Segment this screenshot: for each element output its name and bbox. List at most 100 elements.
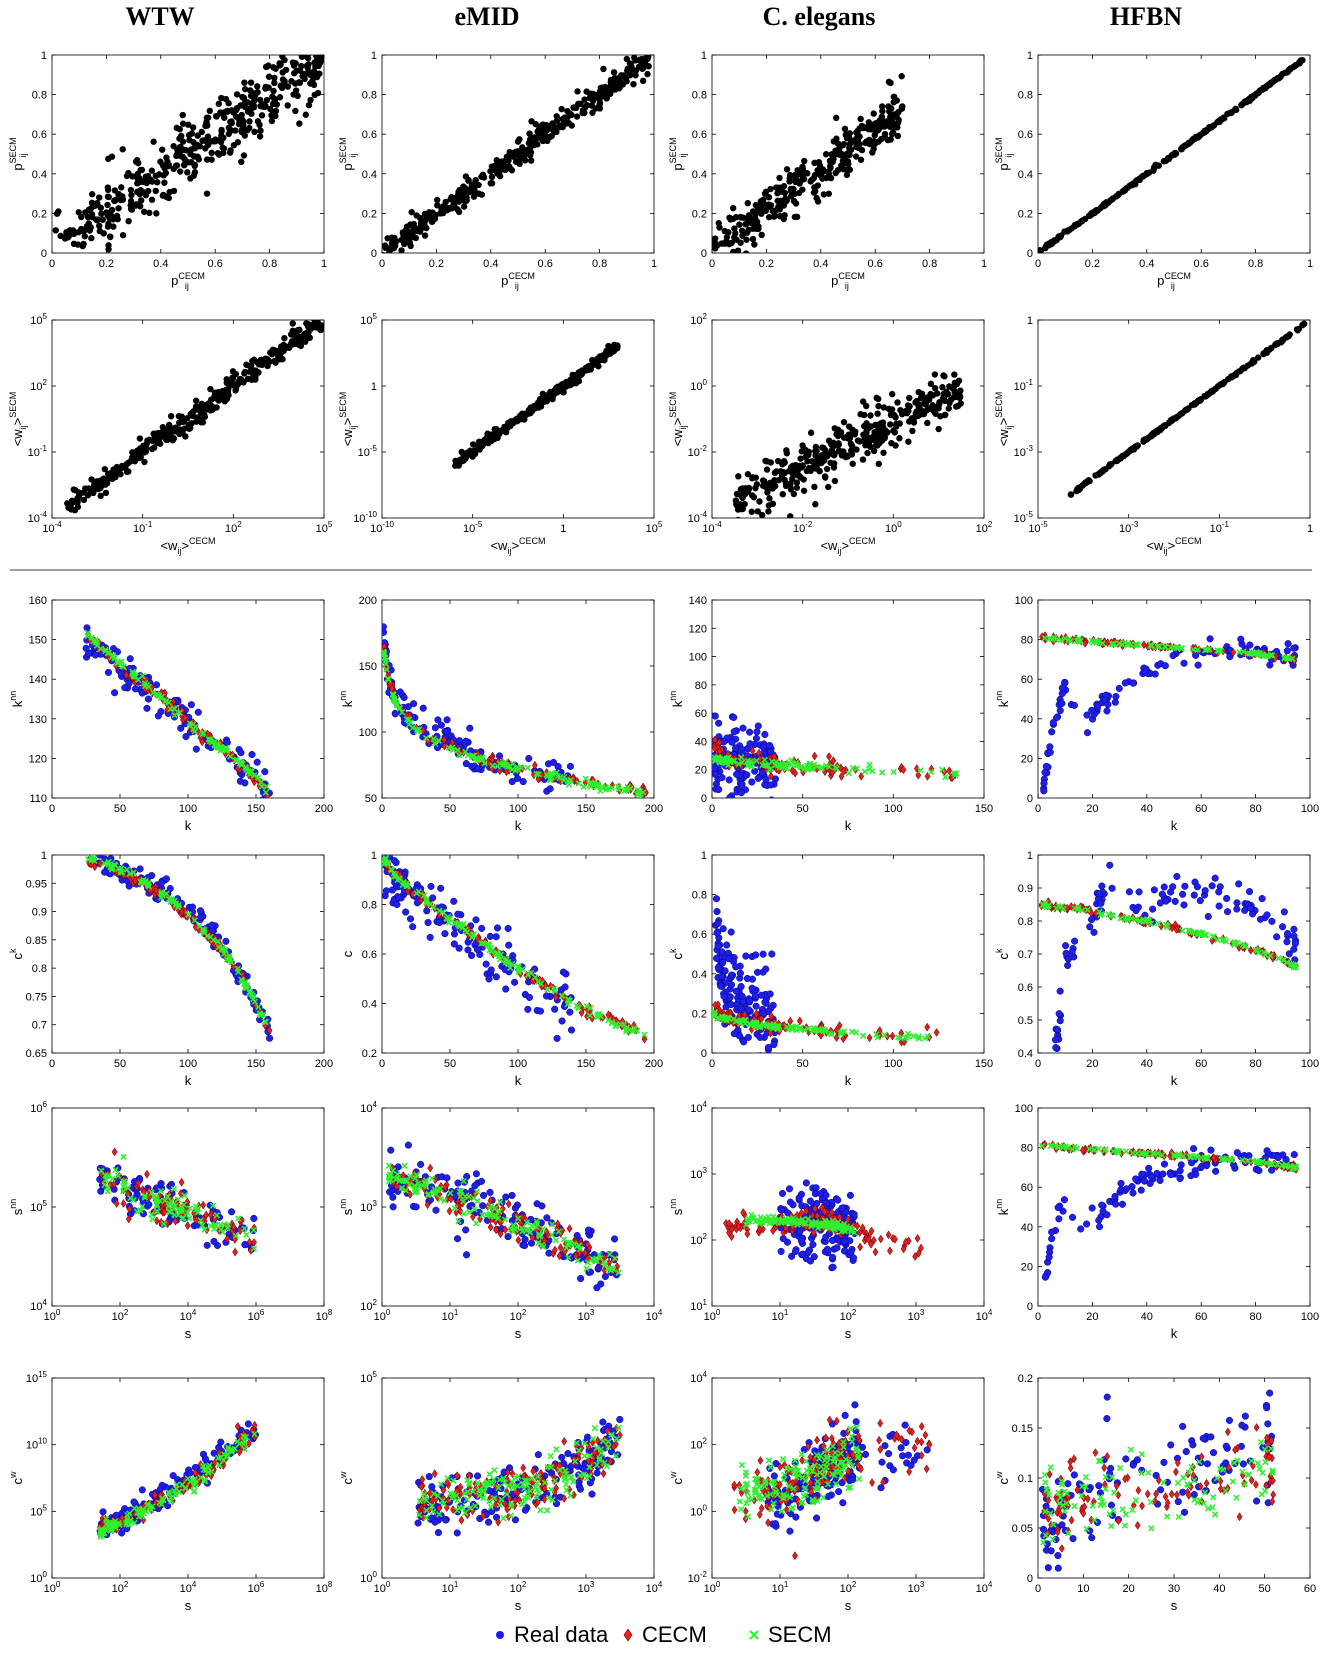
real-data-point bbox=[208, 921, 216, 929]
data-point bbox=[582, 366, 589, 374]
data-point bbox=[611, 345, 618, 353]
secm-point bbox=[598, 783, 606, 790]
real-data-point bbox=[492, 973, 500, 981]
x-axis-label: pCECM ij bbox=[171, 271, 205, 291]
data-point bbox=[192, 397, 200, 404]
data-point bbox=[263, 96, 271, 104]
y-axis-label: pSECMij bbox=[8, 137, 28, 170]
data-point bbox=[765, 194, 773, 201]
data-point bbox=[840, 418, 848, 426]
data-point bbox=[818, 452, 825, 459]
y-tick-label: 120 bbox=[29, 753, 47, 765]
x-axis-label: pCECM ij bbox=[501, 271, 535, 291]
data-point bbox=[887, 411, 895, 419]
y-tick-label: 1 bbox=[1027, 315, 1033, 327]
real-data-point bbox=[759, 743, 767, 751]
y-tick-label: 105 bbox=[360, 312, 377, 327]
secm-point bbox=[243, 982, 251, 989]
secm-point bbox=[391, 695, 398, 702]
data-point bbox=[751, 241, 758, 248]
y-tick-label: 0.8 bbox=[692, 90, 707, 102]
x-axis-label: k bbox=[845, 818, 852, 833]
data-point bbox=[80, 489, 88, 496]
secm-point bbox=[512, 767, 519, 774]
real-data-point bbox=[455, 944, 463, 952]
data-point bbox=[153, 210, 160, 217]
secm-point bbox=[551, 987, 558, 994]
data-point bbox=[87, 224, 94, 231]
data-point bbox=[75, 209, 82, 216]
data-point bbox=[800, 487, 808, 494]
real-data-point bbox=[196, 907, 204, 915]
data-point bbox=[648, 44, 654, 50]
data-markers bbox=[712, 712, 960, 798]
x-tick-label: 50 bbox=[444, 803, 456, 815]
data-point bbox=[791, 171, 799, 179]
data-point bbox=[104, 201, 111, 209]
data-point bbox=[716, 262, 722, 268]
real-data-point bbox=[542, 992, 551, 1000]
data-markers bbox=[1039, 631, 1299, 795]
cecm-point bbox=[266, 1025, 273, 1035]
data-point bbox=[471, 190, 478, 198]
data-point bbox=[739, 529, 745, 535]
secm-point bbox=[101, 860, 108, 867]
data-point bbox=[789, 475, 796, 483]
real-data-point bbox=[136, 865, 144, 873]
real-data-point bbox=[450, 940, 458, 948]
data-point bbox=[222, 386, 229, 394]
cecm-point bbox=[915, 770, 922, 780]
cecm-point bbox=[503, 767, 510, 777]
data-point bbox=[799, 176, 806, 183]
data-point bbox=[1272, 341, 1279, 349]
y-axis-label: ck bbox=[8, 948, 25, 960]
y-axis-label: knn bbox=[338, 691, 355, 708]
data-point bbox=[737, 486, 745, 493]
data-point bbox=[924, 419, 931, 427]
data-point bbox=[305, 101, 313, 109]
data-point bbox=[827, 459, 834, 466]
real-data-point bbox=[525, 993, 534, 1002]
data-point bbox=[226, 149, 234, 156]
data-point bbox=[478, 191, 486, 198]
data-point bbox=[279, 346, 287, 353]
secm-point bbox=[238, 976, 245, 983]
y-axis-label: pSECMij bbox=[668, 137, 688, 170]
data-point bbox=[97, 484, 104, 492]
secm-point bbox=[192, 723, 199, 731]
data-point bbox=[1155, 162, 1163, 169]
data-point bbox=[631, 55, 638, 61]
data-point bbox=[905, 438, 912, 445]
real-data-point bbox=[131, 685, 139, 693]
secm-point bbox=[238, 760, 245, 767]
cecm-point bbox=[826, 752, 832, 761]
x-tick-label: 100 bbox=[1301, 803, 1319, 815]
real-data-point bbox=[754, 722, 762, 730]
data-point bbox=[852, 428, 859, 435]
data-point bbox=[732, 526, 738, 532]
real-data-point bbox=[1042, 762, 1050, 771]
secm-point bbox=[1203, 646, 1211, 653]
real-data-point bbox=[466, 724, 474, 732]
data-point bbox=[840, 160, 848, 167]
real-data-point bbox=[1284, 640, 1292, 648]
y-tick-label: 0.95 bbox=[26, 878, 47, 890]
data-point bbox=[197, 409, 205, 416]
data-point bbox=[270, 87, 277, 95]
x-tick-label: 0.6 bbox=[208, 258, 223, 270]
data-point bbox=[279, 69, 286, 76]
data-point bbox=[74, 253, 80, 259]
data-point bbox=[88, 191, 96, 198]
data-markers bbox=[64, 320, 324, 514]
data-point bbox=[733, 236, 740, 243]
data-point bbox=[602, 83, 609, 91]
real-data-point bbox=[194, 708, 202, 716]
secm-point bbox=[130, 671, 137, 679]
data-point bbox=[823, 465, 831, 473]
data-point bbox=[953, 380, 960, 388]
secm-point bbox=[524, 764, 531, 771]
data-point bbox=[1134, 442, 1141, 450]
data-point bbox=[729, 204, 737, 212]
data-point bbox=[1299, 57, 1306, 64]
